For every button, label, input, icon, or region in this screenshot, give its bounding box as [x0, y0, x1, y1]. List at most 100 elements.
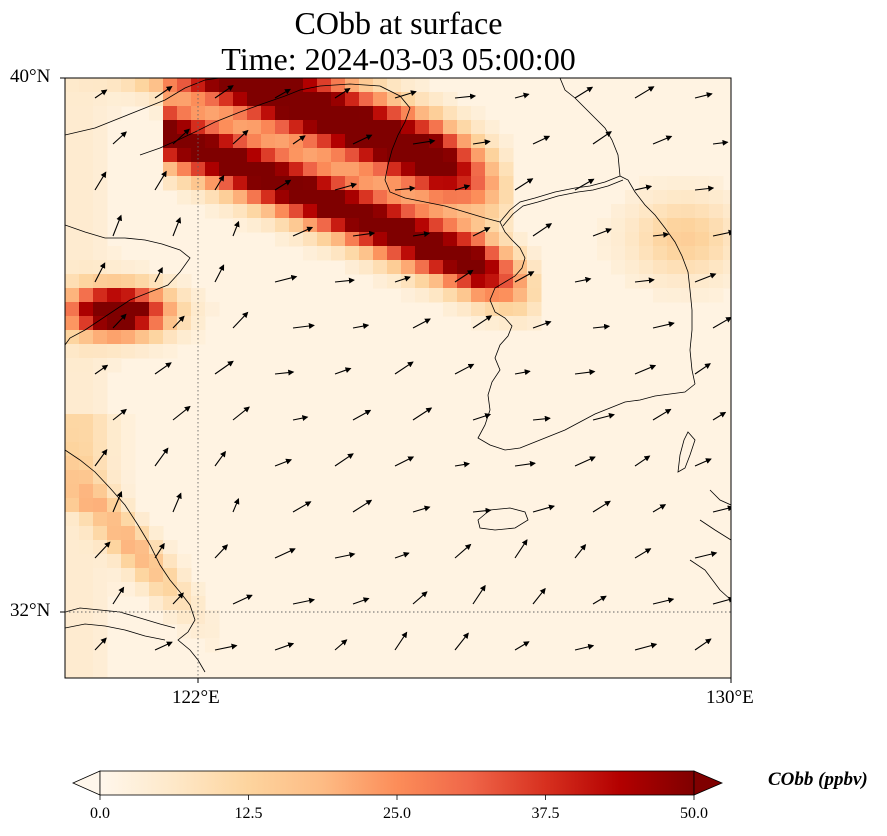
coastline-shandong — [65, 224, 191, 346]
field-cell — [317, 106, 332, 121]
field-cell — [79, 624, 94, 639]
wind-arrow — [394, 456, 415, 467]
wind-arrow — [634, 86, 655, 99]
field-cell — [415, 92, 430, 107]
field-cell — [527, 302, 542, 317]
field-cell — [261, 190, 276, 205]
field-cell — [107, 568, 122, 583]
field-cell — [387, 120, 402, 135]
field-cell — [331, 148, 346, 163]
wind-arrow — [532, 135, 551, 145]
field-cell — [625, 274, 640, 289]
field-cell — [415, 106, 430, 121]
field-cell — [317, 204, 332, 219]
field-cell — [191, 134, 206, 149]
field-cell — [387, 162, 402, 177]
field-cell — [289, 204, 304, 219]
field-cell — [135, 274, 150, 289]
field-cell — [709, 232, 724, 247]
field-cell — [373, 260, 388, 275]
field-cell — [107, 512, 122, 527]
field-cell — [149, 582, 164, 597]
field-cell — [429, 134, 444, 149]
field-cell — [65, 484, 80, 499]
field-cell — [639, 218, 654, 233]
field-cell — [219, 106, 234, 121]
wind-arrow — [292, 226, 314, 237]
coastline-liaoning — [65, 78, 221, 136]
field-cell — [429, 162, 444, 177]
field-cell — [471, 218, 486, 233]
wind-arrow — [94, 541, 111, 559]
field-cell — [93, 190, 108, 205]
field-cell — [373, 106, 388, 121]
wind-arrow — [652, 231, 670, 238]
field-cell — [401, 120, 416, 135]
field-cell — [415, 176, 430, 191]
field-cell — [65, 666, 80, 678]
field-cell — [317, 92, 332, 107]
field-cell — [681, 204, 696, 219]
field-cell — [373, 92, 388, 107]
field-cell — [331, 78, 346, 93]
field-cell — [191, 190, 206, 205]
field-cell — [205, 610, 220, 625]
field-cell — [331, 176, 346, 191]
field-cell — [205, 78, 220, 93]
field-cell — [205, 92, 220, 107]
field-cell — [681, 288, 696, 303]
wind-arrow — [172, 405, 191, 421]
field-cell — [499, 176, 514, 191]
field-cell — [345, 260, 360, 275]
wind-arrow — [154, 170, 167, 191]
dmz-line — [502, 179, 624, 227]
field-cell — [709, 260, 724, 275]
field-cell — [373, 120, 388, 135]
field-cell — [499, 302, 514, 317]
field-cell — [485, 176, 500, 191]
field-cell — [667, 288, 682, 303]
field-cell — [93, 484, 108, 499]
field-cell — [303, 246, 318, 261]
field-cell — [79, 596, 94, 611]
field-cell — [317, 78, 332, 93]
field-cell — [93, 344, 108, 359]
field-cell — [387, 246, 402, 261]
field-cell — [247, 78, 262, 93]
field-cell — [499, 148, 514, 163]
wind-arrow — [334, 277, 355, 284]
field-cell — [149, 274, 164, 289]
wind-arrow — [394, 631, 408, 651]
field-cell — [653, 246, 668, 261]
field-cell — [457, 288, 472, 303]
field-cell — [79, 274, 94, 289]
wind-arrow — [214, 85, 234, 99]
field-cell — [65, 274, 80, 289]
field-cell — [163, 610, 178, 625]
wind-arrow — [514, 460, 536, 467]
field-cell — [289, 176, 304, 191]
field-cell — [429, 204, 444, 219]
field-cell — [695, 260, 710, 275]
field-cell — [723, 232, 731, 247]
field-cell — [387, 190, 402, 205]
field-cell — [499, 204, 514, 219]
field-cell — [611, 260, 626, 275]
field-cell — [121, 498, 136, 513]
field-cell — [471, 162, 486, 177]
field-cell — [191, 302, 206, 317]
field-cell — [79, 456, 94, 471]
field-cell — [149, 330, 164, 345]
field-cell — [667, 190, 682, 205]
field-cell — [79, 428, 94, 443]
field-cell — [65, 470, 80, 485]
field-cell — [93, 106, 108, 121]
field-cell — [401, 190, 416, 205]
wind-arrow — [514, 178, 534, 191]
wind-arrow — [352, 230, 376, 237]
field-cell — [93, 652, 108, 667]
field-cell — [415, 78, 430, 93]
field-cell — [65, 106, 80, 121]
wind-arrow — [154, 542, 165, 559]
field-cell — [79, 652, 94, 667]
